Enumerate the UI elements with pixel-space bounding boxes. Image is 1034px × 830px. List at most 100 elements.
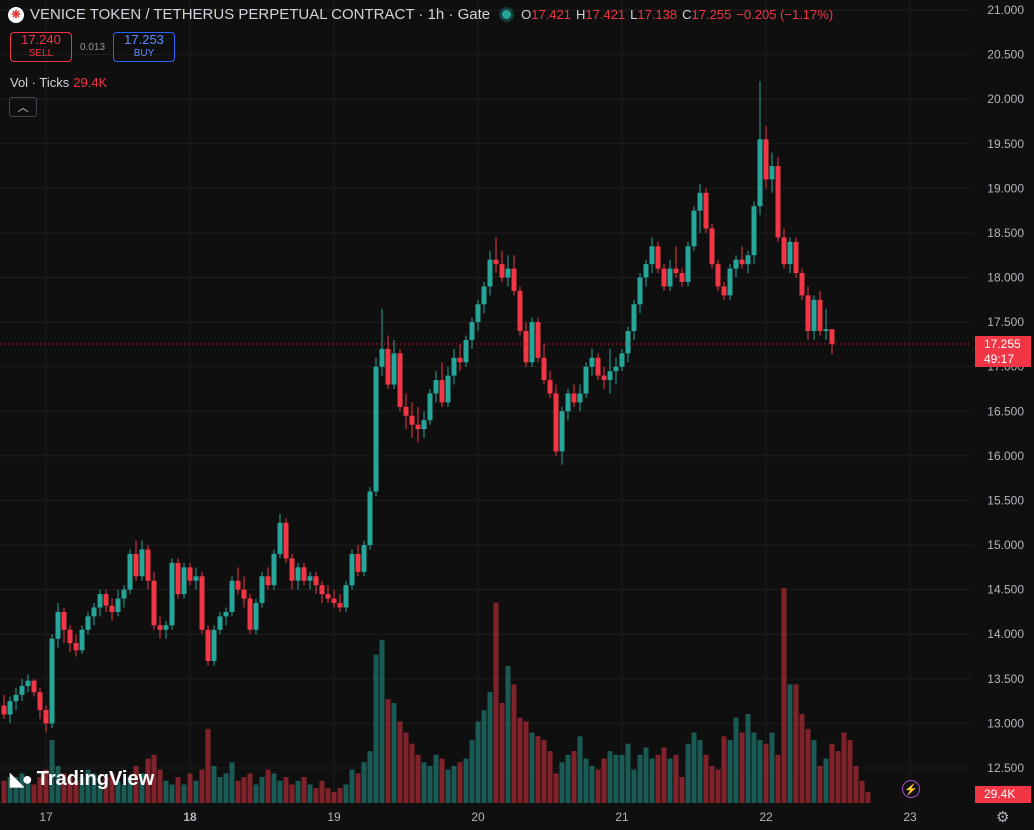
candle <box>829 329 835 355</box>
volume-bar <box>265 769 271 803</box>
sell-button[interactable]: 17.240 SELL <box>10 32 72 62</box>
candle <box>49 634 55 728</box>
candle <box>349 549 355 590</box>
candle <box>541 344 547 385</box>
volume-bar <box>1 780 7 803</box>
symbol-title[interactable]: VENICE TOKEN / TETHERUS PERPETUAL CONTRA… <box>30 6 491 23</box>
candle <box>817 290 823 336</box>
candle <box>277 513 283 559</box>
candle <box>193 567 199 590</box>
volume-bar <box>853 765 859 803</box>
volume-bar <box>763 743 769 803</box>
chart-header: ❋ VENICE TOKEN / TETHERUS PERPETUAL CONT… <box>8 6 833 23</box>
candle <box>721 281 727 300</box>
candle <box>595 353 601 381</box>
candle <box>391 339 397 389</box>
volume-bar <box>559 762 565 803</box>
price-tick-label: 20.000 <box>987 92 1024 106</box>
candle <box>1 694 7 719</box>
volume-bar <box>403 732 409 803</box>
candle <box>427 389 433 425</box>
volume-bar <box>277 780 283 803</box>
volume-bar <box>493 602 499 803</box>
candle <box>583 362 589 398</box>
gear-icon[interactable]: ⚙ <box>996 809 1010 826</box>
candle <box>811 295 817 340</box>
candle <box>145 545 151 590</box>
price-axis[interactable]: 21.000 20.500 20.000 19.500 19.000 18.500 18.0… <box>987 3 1024 775</box>
volume-bar <box>463 758 469 803</box>
chevron-up-icon: ︿ <box>17 102 29 114</box>
candle <box>85 611 91 635</box>
volume-legend[interactable]: Vol · Ticks 29.4K <box>10 75 108 90</box>
volume-bar <box>103 777 109 803</box>
volume-bar <box>145 758 151 803</box>
time-axis[interactable]: 17 18 19 20 21 22 23 <box>39 810 917 824</box>
trade-panel: 17.240 SELL 0.013 17.253 BUY <box>10 32 176 62</box>
volume-bar <box>703 754 709 803</box>
candle <box>265 567 271 590</box>
volume-bar <box>643 747 649 803</box>
volume-bar <box>529 732 535 803</box>
volume-bar <box>115 780 121 803</box>
candle <box>661 264 667 291</box>
candle <box>313 571 319 595</box>
price-tick-label: 21.000 <box>987 3 1024 17</box>
volume-bar <box>271 773 277 803</box>
volume-bar <box>109 773 115 803</box>
volume-bar <box>685 743 691 803</box>
volume-bar <box>547 751 553 803</box>
volume-bar <box>721 736 727 803</box>
volume-bar <box>151 754 157 803</box>
volume-bar <box>319 780 325 803</box>
candle <box>187 562 193 586</box>
candle <box>97 589 103 617</box>
volume-bar <box>427 765 433 803</box>
volume-bar <box>781 588 787 803</box>
volume-bar <box>631 769 637 803</box>
candle <box>127 549 133 595</box>
volume-bar <box>133 765 139 803</box>
volume-bar <box>325 788 331 803</box>
volume-bar <box>859 780 865 803</box>
volume-bar <box>343 784 349 803</box>
volume-bar <box>799 714 805 803</box>
price-tick-label: 12.500 <box>987 761 1024 775</box>
volume-bar <box>409 743 415 803</box>
candle <box>157 616 163 639</box>
buy-button[interactable]: 17.253 BUY <box>113 32 176 62</box>
price-tick-label: 18.500 <box>987 226 1024 240</box>
candle <box>295 562 301 590</box>
volume-bar <box>751 732 757 803</box>
volume-bar <box>223 773 229 803</box>
candle <box>733 255 739 278</box>
volume-bar <box>367 751 373 803</box>
volume-bar <box>295 780 301 803</box>
volume-bar <box>745 714 751 803</box>
candle <box>673 246 679 278</box>
volume-bar <box>499 702 505 803</box>
candle <box>181 562 187 599</box>
candle <box>475 299 481 332</box>
price-tick-label: 19.000 <box>987 181 1024 195</box>
volume-bar <box>793 684 799 803</box>
volume-bar <box>43 769 49 803</box>
collapse-legend-button[interactable]: ︿ <box>9 97 37 117</box>
volume-bar <box>481 710 487 803</box>
lightning-icon[interactable]: ⚡ <box>902 780 920 798</box>
volume-bar <box>691 732 697 803</box>
candle <box>91 603 97 626</box>
volume-bar <box>391 702 397 803</box>
volume-bar <box>91 773 97 803</box>
time-tick-label: 22 <box>759 810 773 824</box>
volume-bar <box>175 777 181 803</box>
candle <box>259 571 265 608</box>
candle <box>481 281 487 314</box>
candle <box>757 81 763 216</box>
candle <box>253 598 259 635</box>
candle <box>493 237 499 274</box>
tradingview-logo[interactable]: ◣● TradingView <box>10 768 155 790</box>
volume-bar <box>865 791 871 803</box>
volume-bar <box>49 739 55 803</box>
